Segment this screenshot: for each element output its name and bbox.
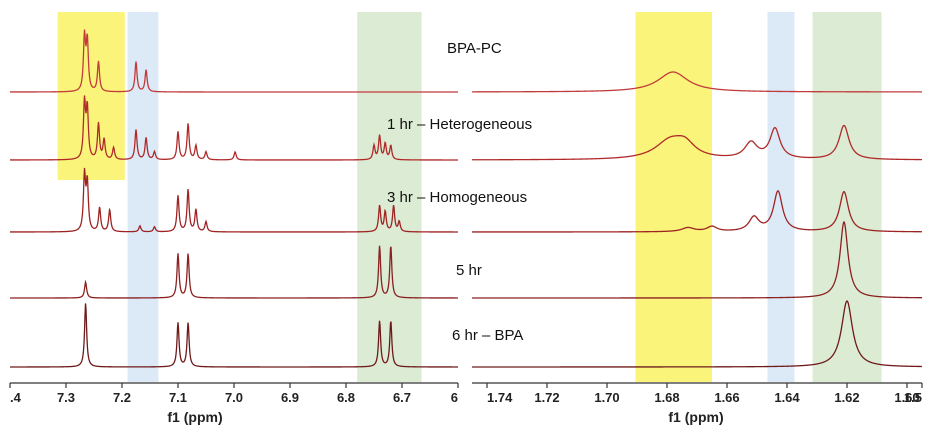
- spectrum-trace-1-methyl: [472, 124, 923, 161]
- highlight-band-aromatic-1: [127, 12, 159, 382]
- axes: .4 7.3 7.2 7.1 7.0 6.9 6.8 6.7 6 1.74 1.72 1.70 1.68…: [9, 382, 923, 405]
- x-tick-label-1-1: 1.72: [534, 390, 559, 405]
- x-tick-label-1-7: 1.60: [894, 390, 919, 405]
- trace-label-bpa-pc: BPA-PC: [447, 40, 502, 57]
- x-tick-label-1-3: 1.68: [654, 390, 679, 405]
- spectrum-trace-4-methyl: [472, 300, 922, 368]
- right-axis-title: f1 (ppm): [668, 409, 723, 425]
- highlight-band-methyl-0: [635, 12, 712, 382]
- x-tick-label-1-0: 1.74: [487, 390, 513, 405]
- x-tick-label-1-5: 1.64: [774, 390, 800, 405]
- highlight-bands: [57, 12, 882, 382]
- trace-labels: BPA-PC 1 hr – Heterogeneous 3 hr – Homog…: [387, 40, 532, 344]
- highlight-band-aromatic-2: [357, 12, 422, 382]
- trace-label-3hr: 3 hr – Homogeneous: [387, 189, 527, 206]
- spectrum-trace-3-aromatic: [10, 245, 458, 299]
- x-tick-label-1-6: 1.62: [834, 390, 859, 405]
- spectrum-trace-2-methyl: [472, 190, 923, 233]
- x-tick-label-1-2: 1.70: [594, 390, 619, 405]
- highlight-band-methyl-2: [812, 12, 882, 382]
- x-tick-label-1-8: 1.5: [904, 390, 922, 405]
- x-tick-label-0-6: 6.8: [337, 390, 355, 405]
- spectrum-trace-3-methyl: [472, 220, 922, 299]
- spectrum-trace-0-methyl: [472, 71, 922, 93]
- x-tick-label-0-7: 6.7: [393, 390, 411, 405]
- x-tick-label-0-2: 7.2: [113, 390, 131, 405]
- left-axis-title: f1 (ppm): [167, 409, 222, 425]
- x-tick-label-0-3: 7.1: [169, 390, 187, 405]
- x-tick-label-0-1: 7.3: [57, 390, 75, 405]
- spectrum-trace-1-aromatic: [10, 95, 458, 161]
- spectrum-trace-0-aromatic: [10, 29, 458, 93]
- trace-label-5hr: 5 hr: [456, 262, 482, 279]
- x-tick-label-0-5: 6.9: [281, 390, 299, 405]
- highlight-band-methyl-1: [767, 12, 795, 382]
- trace-label-6hr: 6 hr – BPA: [452, 327, 523, 344]
- axis-titles: f1 (ppm) f1 (ppm): [167, 409, 723, 425]
- trace-label-1hr: 1 hr – Heterogeneous: [387, 116, 532, 133]
- x-tick-label-0-4: 7.0: [225, 390, 243, 405]
- x-tick-label-0-8: 6: [451, 390, 458, 405]
- spectrum-trace-4-aromatic: [10, 303, 458, 368]
- x-tick-label-0-0: .4: [10, 390, 22, 405]
- spectra-traces: [10, 29, 923, 368]
- x-tick-label-1-4: 1.66: [714, 390, 739, 405]
- spectrum-trace-2-aromatic: [10, 167, 458, 233]
